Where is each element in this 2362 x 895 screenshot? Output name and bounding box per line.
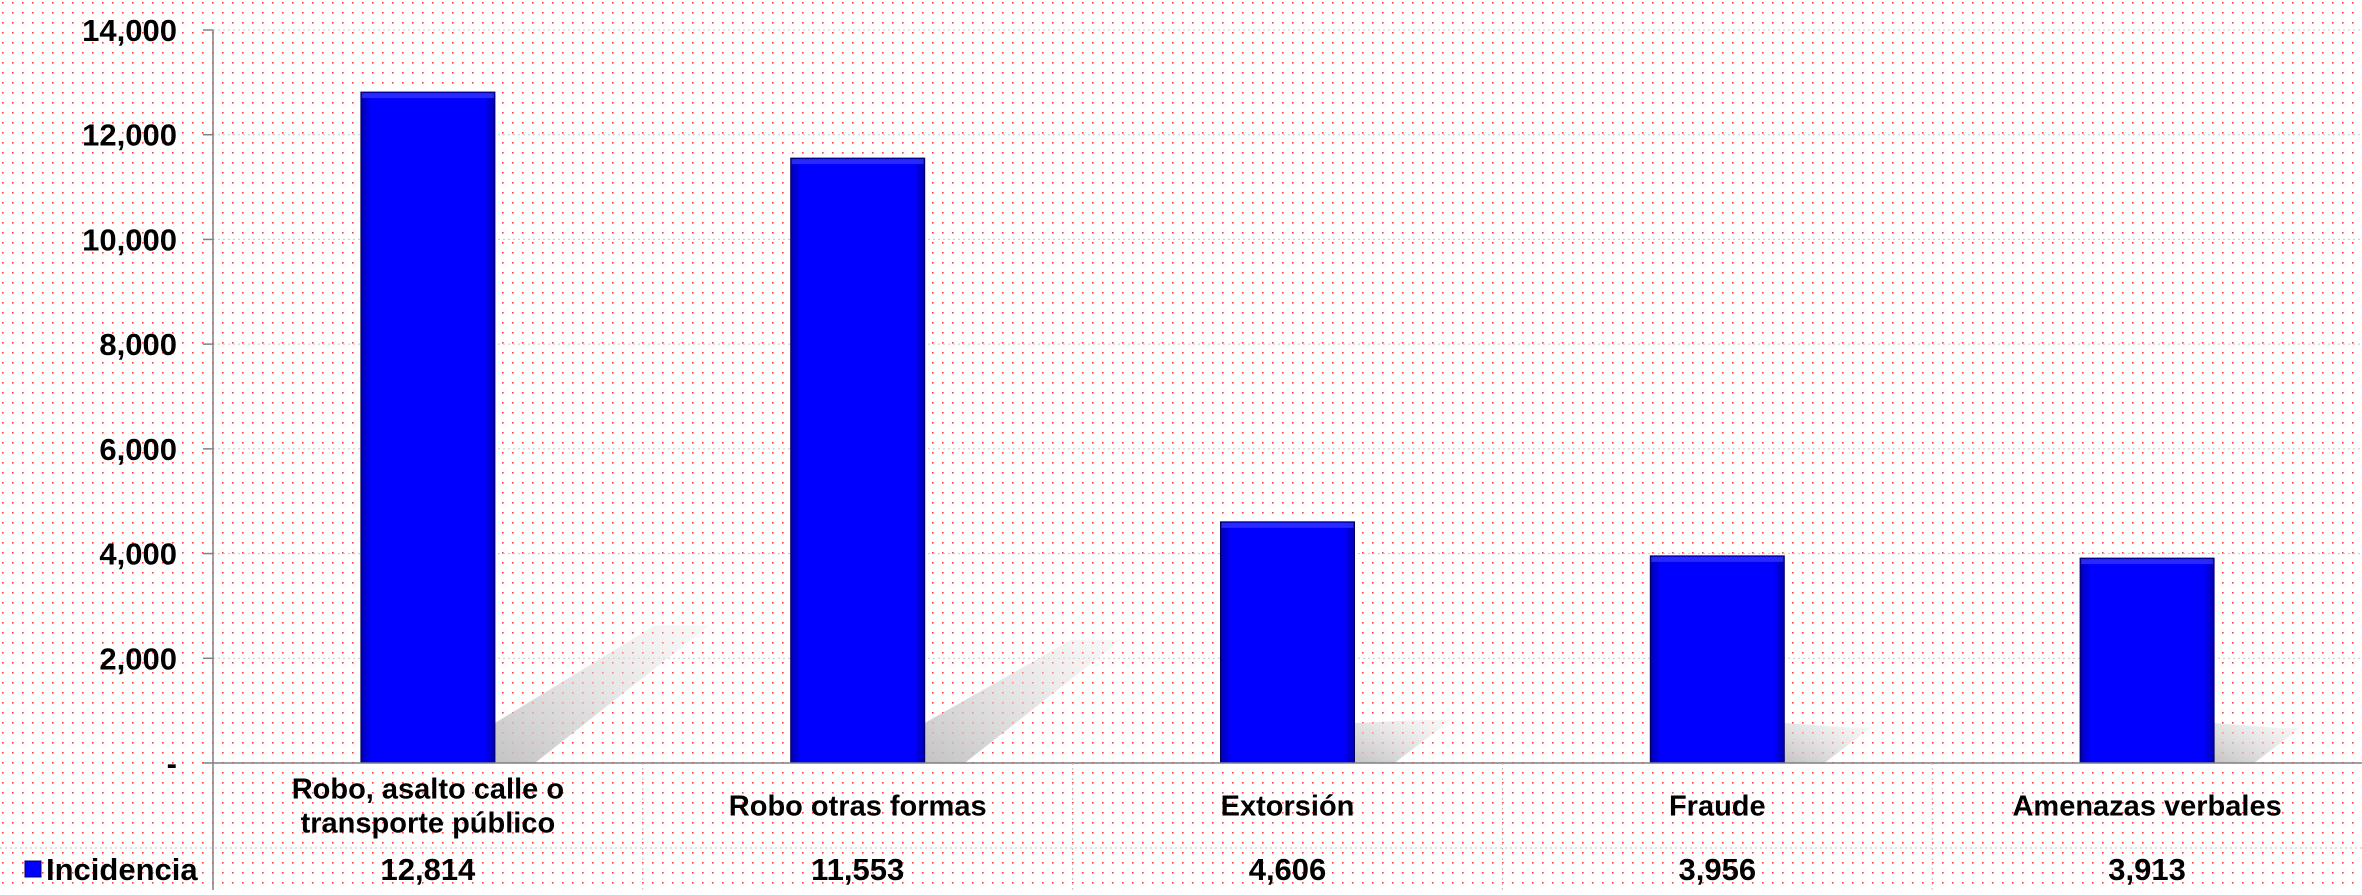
axis-layer: - 2,000 4,000 6,000 8,000 10,000 12,000 14,000: [82, 13, 214, 890]
category-label: Extorsión: [1221, 791, 1355, 823]
bar-top-bevel: [2081, 559, 2214, 565]
y-tick-label: 14,000: [82, 13, 177, 48]
y-tick-label: -: [167, 746, 177, 781]
bar-shadow: [494, 625, 710, 763]
bar-layer: [360, 91, 2215, 764]
value-label: 12,814: [380, 852, 476, 887]
value-label: 11,553: [811, 852, 904, 887]
legend-label: Incidencia: [46, 852, 198, 887]
category-label: Fraude: [1669, 791, 1766, 823]
bar: [1649, 555, 1785, 764]
bar-top-bevel: [1651, 556, 1784, 562]
value-label: 3,956: [1679, 852, 1757, 887]
category-label: transporte público: [301, 808, 556, 840]
y-tick-label: 6,000: [99, 432, 177, 467]
bar: [790, 157, 926, 764]
value-label: 4,606: [1249, 852, 1327, 887]
bar-top-bevel: [791, 159, 924, 165]
bar-shadow: [924, 639, 1122, 763]
category-label: Amenazas verbales: [2012, 791, 2281, 823]
category-label: Robo otras formas: [729, 791, 987, 823]
legend-swatch: [24, 860, 42, 878]
y-tick-label: 8,000: [99, 327, 177, 362]
y-tick-label: 4,000: [99, 537, 177, 572]
y-tick-label: 12,000: [82, 118, 177, 153]
value-label: 3,913: [2108, 852, 2186, 887]
bar-shadow: [2214, 723, 2301, 763]
bar: [2079, 557, 2215, 764]
bar: [360, 91, 496, 764]
bar-top-bevel: [361, 93, 494, 99]
bar-top-bevel: [1221, 522, 1354, 528]
bar: [1220, 521, 1355, 764]
bar-shadow: [1354, 719, 1451, 763]
category-label: Robo, asalto calle o: [292, 774, 564, 806]
y-tick-label: 2,000: [99, 641, 177, 676]
shadow-layer: [494, 625, 2301, 763]
bar-shadow: [1784, 723, 1872, 763]
y-tick-label: 10,000: [82, 222, 177, 257]
